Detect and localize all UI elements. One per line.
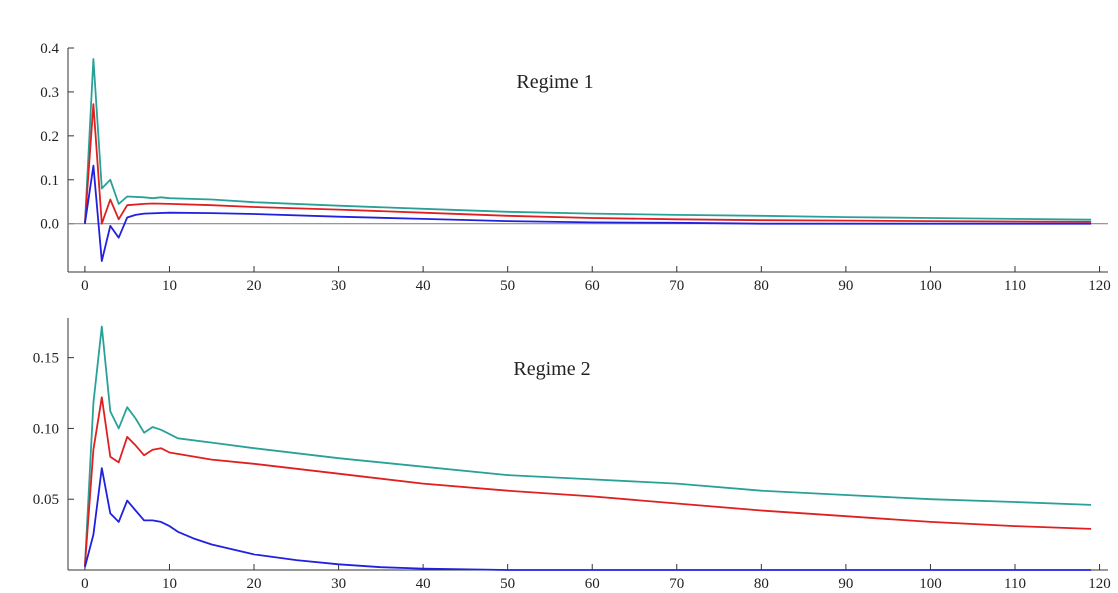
x-tick-label: 90	[838, 278, 853, 294]
x-tick-label: 20	[247, 278, 262, 294]
x-tick-label: 30	[331, 576, 346, 592]
y-tick-label: 0.0	[40, 217, 59, 233]
y-tick-label: 0.15	[33, 351, 59, 367]
y-tick-label: 0.3	[40, 85, 59, 101]
y-tick-label: 0.05	[33, 492, 59, 508]
x-tick-label: 40	[416, 576, 431, 592]
x-tick-label: 30	[331, 278, 346, 294]
y-tick-label: 0.10	[33, 421, 59, 437]
x-tick-label: 0	[81, 576, 89, 592]
x-tick-label: 0	[81, 278, 89, 294]
chart-panel-1: 0 10 20 30 40 50 60 70 80 90 100 110 120 0.0 0.1 0.2 0.3…	[40, 41, 1111, 294]
chart-panel-2: 0 10 20 30 40 50 60 70 80 90 100 110 120 0.05 0.10 0.15…	[33, 318, 1111, 592]
x-tick-label: 110	[1004, 278, 1026, 294]
x-tick-label: 120	[1088, 278, 1111, 294]
x-tick-label: 60	[585, 576, 600, 592]
x-tick-label: 100	[919, 576, 942, 592]
x-tick-label: 100	[919, 278, 942, 294]
series-line-2	[84, 103, 1092, 225]
x-tick-label: 110	[1004, 576, 1026, 592]
panel-annotation: Regime 1	[516, 71, 593, 93]
x-tick-label: 70	[669, 576, 684, 592]
y-tick-label: 0.2	[40, 129, 59, 145]
x-tick-label: 10	[162, 278, 177, 294]
x-tick-label: 50	[500, 278, 515, 294]
x-tick-label: 40	[416, 278, 431, 294]
panel-annotation: Regime 2	[513, 358, 590, 380]
x-tick-label: 80	[754, 576, 769, 592]
series-line-2	[84, 396, 1092, 566]
x-tick-label: 120	[1088, 576, 1111, 592]
y-tick-label: 0.4	[40, 41, 59, 57]
series-line-1	[84, 58, 1092, 224]
x-tick-label: 20	[247, 576, 262, 592]
x-tick-label: 10	[162, 576, 177, 592]
x-tick-label: 90	[838, 576, 853, 592]
x-tick-label: 80	[754, 278, 769, 294]
series-line-1	[84, 325, 1092, 566]
x-tick-label: 60	[585, 278, 600, 294]
x-tick-label: 70	[669, 278, 684, 294]
series-line-3	[84, 164, 1092, 262]
x-tick-label: 50	[500, 576, 515, 592]
series-line-3	[84, 467, 1092, 571]
y-tick-label: 0.1	[40, 173, 59, 189]
